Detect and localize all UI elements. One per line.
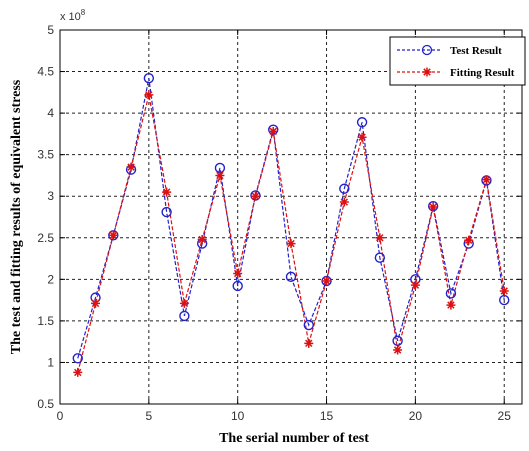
legend-box — [389, 36, 526, 86]
legend-label-test-result: Test Result — [450, 45, 502, 57]
y-axis-label: The test and fitting results of equivale… — [9, 79, 24, 354]
y-tick-label: 3.5 — [37, 148, 54, 162]
x-tick-label: 25 — [498, 409, 512, 423]
data-point-fitting-result — [91, 298, 101, 308]
x-tick-label: 0 — [57, 409, 64, 423]
data-point-fitting-result — [233, 269, 243, 279]
data-point-test-result — [392, 335, 403, 347]
data-point-fitting-result — [481, 175, 491, 185]
x-tick-label: 15 — [320, 409, 334, 423]
data-point-fitting-result — [126, 162, 136, 172]
data-point-fitting-result — [393, 345, 403, 355]
x-tick-label: 20 — [409, 409, 423, 423]
data-point-test-result — [161, 206, 172, 218]
y-tick-label: 1.5 — [37, 314, 54, 328]
data-point-fitting-result — [268, 126, 278, 136]
y-tick-label: 4.5 — [37, 65, 54, 79]
data-point-fitting-result — [162, 187, 172, 197]
data-point-test-result — [499, 294, 510, 306]
x-tick-label: 10 — [231, 409, 245, 423]
data-point-fitting-result — [73, 367, 83, 377]
data-point-fitting-result — [197, 234, 207, 244]
data-point-test-result — [285, 271, 297, 283]
data-point-test-result — [339, 183, 350, 194]
y-tick-label: 5 — [47, 23, 54, 37]
data-point-test-result — [72, 353, 83, 364]
data-point-test-result — [303, 319, 314, 331]
data-point-fitting-result — [108, 230, 118, 240]
legend: Test Result Fitting Result — [389, 36, 526, 86]
legend-marker-test-result — [421, 44, 433, 56]
data-point-test-result — [374, 252, 386, 263]
data-point-test-result — [356, 117, 368, 128]
data-point-test-result — [179, 310, 190, 322]
data-point-fitting-result — [464, 235, 474, 245]
series-line-test-result — [77, 78, 505, 359]
y-tick-label: 3 — [47, 189, 54, 203]
data-point-fitting-result — [428, 202, 438, 212]
y-tick-label: 4 — [47, 106, 54, 120]
data-point-fitting-result — [446, 300, 456, 310]
y-multiplier-exponent: 8 — [81, 8, 86, 17]
data-point-fitting-result — [179, 298, 189, 308]
data-point-test-result — [143, 73, 155, 84]
y-multiplier-base: x 10 — [60, 11, 81, 23]
data-point-fitting-result — [144, 90, 154, 100]
data-point-fitting-result — [339, 197, 349, 207]
grid — [60, 30, 522, 404]
y-tick-label: 0.5 — [37, 397, 54, 411]
data-point-fitting-result — [357, 132, 367, 142]
data-point-test-result — [445, 288, 457, 299]
data-point-fitting-result — [304, 338, 314, 348]
plot-frame — [59, 29, 523, 405]
data-point-fitting-result — [322, 276, 332, 286]
x-axis-label: The serial number of test — [219, 431, 369, 446]
x-tick-label: 5 — [146, 409, 153, 423]
axis-ticks: 0 5 10 15 20 25 0.5 1 1.5 2 2.5 3 3.5 4 4.5 5 — [37, 23, 522, 423]
y-multiplier-label: x 108 — [60, 8, 86, 23]
data-point-test-result — [232, 280, 243, 292]
data-point-fitting-result — [375, 233, 385, 243]
data-point-fitting-result — [250, 191, 260, 201]
legend-marker-fitting-result — [422, 67, 432, 77]
data-point-fitting-result — [410, 280, 420, 290]
data-point-fitting-result — [286, 239, 296, 249]
y-tick-label: 2.5 — [37, 231, 54, 245]
y-tick-label: 2 — [47, 272, 54, 286]
data-point-fitting-result — [215, 170, 225, 180]
data-point-fitting-result — [499, 286, 509, 296]
y-tick-label: 1 — [47, 355, 54, 369]
legend-label-fitting-result: Fitting Result — [450, 67, 515, 79]
series-markers — [72, 73, 510, 377]
